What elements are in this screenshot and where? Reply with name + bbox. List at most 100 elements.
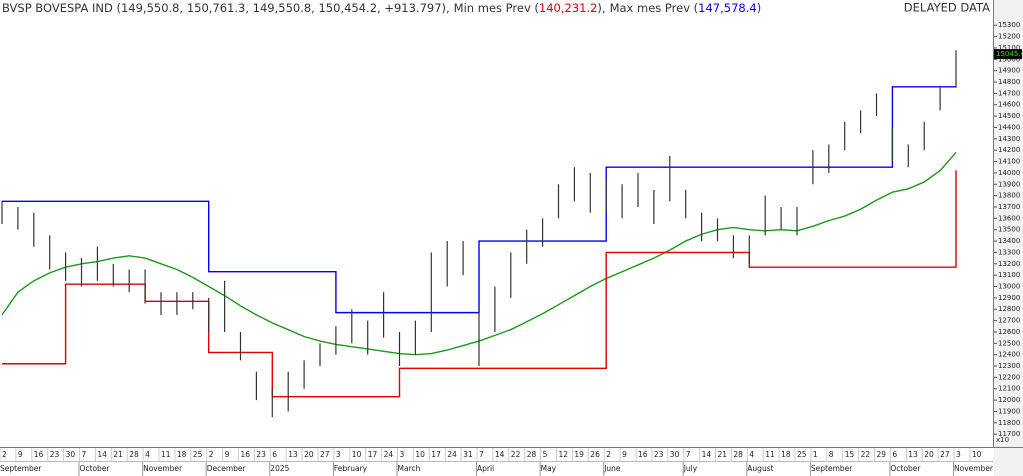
y-tick-label: 12700	[998, 317, 1020, 325]
scale-note: x10	[996, 436, 1009, 444]
x-tick-label: 14	[495, 450, 505, 459]
header: BVSP BOVESPA IND (149,550.8, 150,761.3, …	[2, 1, 761, 15]
x-tick-label: 3	[956, 450, 961, 459]
x-tick-label: 6	[892, 450, 897, 459]
x-tick-label: 3	[336, 450, 341, 459]
x-tick-label: 18	[177, 450, 187, 459]
x-tick-label: 9	[622, 450, 627, 459]
y-tick-label: 15100	[998, 44, 1020, 52]
x-tick-label: 13	[288, 450, 298, 459]
y-tick-label: 14900	[998, 67, 1020, 75]
x-tick-label: 28	[129, 450, 139, 459]
x-tick-label: 10	[352, 450, 362, 459]
y-tick-label: 14400	[998, 123, 1020, 131]
x-tick-label: 15	[845, 450, 855, 459]
x-tick-label: 6	[272, 450, 277, 459]
step-line	[2, 86, 956, 314]
y-tick-label: 14300	[998, 135, 1020, 143]
x-tick-label: 9	[18, 450, 23, 459]
y-tick-label: 12500	[998, 339, 1020, 347]
x-tick-label: 27	[320, 450, 330, 459]
y-tick-label: 12200	[998, 373, 1020, 381]
x-tick-label: 30	[66, 450, 76, 459]
x-tick-label: 13	[908, 450, 918, 459]
x-tick-label: 4	[749, 450, 754, 459]
month-label: February	[334, 464, 368, 473]
x-tick-label: 30	[670, 450, 680, 459]
x-tick-label: 2	[209, 450, 214, 459]
y-tick-label: 11900	[998, 407, 1020, 415]
delayed-label: DELAYED DATA	[904, 1, 990, 15]
x-tick-label: 22	[861, 450, 871, 459]
last-price-box	[994, 49, 1022, 60]
x-tick-label: 19	[574, 450, 584, 459]
y-tick-label: 13700	[998, 203, 1020, 211]
min-value: 140,231.2	[539, 1, 598, 15]
x-tick-label: 28	[733, 450, 743, 459]
end: )	[757, 1, 762, 15]
y-tick-label: 14200	[998, 146, 1020, 154]
x-tick-label: 5	[543, 450, 548, 459]
y-tick-label: 11800	[998, 419, 1020, 427]
header-title: BVSP BOVESPA IND (149,550.8, 150,761.3, …	[2, 1, 450, 15]
x-tick-label: 21	[113, 450, 123, 459]
x-tick-label: 22	[511, 450, 521, 459]
month-label: November	[954, 464, 994, 473]
y-tick-label: 12300	[998, 362, 1020, 370]
x-tick-label: 10	[972, 450, 982, 459]
y-tick-label: 13900	[998, 180, 1020, 188]
y-tick-label: 14700	[998, 89, 1020, 97]
x-tick-label: 27	[940, 450, 950, 459]
month-label: August	[747, 464, 773, 473]
step-line	[2, 170, 957, 398]
x-tick-label: 23	[654, 450, 664, 459]
y-tick-label: 12400	[998, 351, 1020, 359]
y-tick-label: 12000	[998, 396, 1020, 404]
x-tick-label: 9	[225, 450, 230, 459]
y-tick-label: 13800	[998, 192, 1020, 200]
max-text: Max mes Prev (	[610, 1, 699, 15]
x-tick-label: 7	[686, 450, 691, 459]
y-tick-label: 14600	[998, 101, 1020, 109]
month-label: November	[143, 464, 183, 473]
y-tick-label: 14100	[998, 158, 1020, 166]
x-tick-label: 17	[368, 450, 378, 459]
y-tick-label: 15300	[998, 21, 1020, 29]
x-tick-label: 28	[527, 450, 537, 459]
x-tick-label: 7	[479, 450, 484, 459]
x-tick-label: 23	[50, 450, 60, 459]
month-label: July	[683, 464, 698, 473]
x-tick-label: 3	[400, 450, 405, 459]
x-tick-label: 14	[97, 450, 107, 459]
month-label: March	[398, 464, 421, 473]
x-tick-label: 10	[415, 450, 425, 459]
x-tick-label: 24	[384, 450, 394, 459]
min-text: Min mes Prev (	[454, 1, 539, 15]
x-tick-label: 7	[82, 450, 87, 459]
y-tick-label: 13300	[998, 248, 1020, 256]
x-tick-label: 20	[304, 450, 314, 459]
x-tick-label: 31	[463, 450, 473, 459]
x-tick-label: 25	[193, 450, 203, 459]
x-tick-label: 25	[797, 450, 807, 459]
x-tick-label: 18	[781, 450, 791, 459]
x-tick-label: 20	[924, 450, 934, 459]
x-tick-label: 1	[813, 450, 818, 459]
y-tick-label: 13400	[998, 237, 1020, 245]
y-tick-label: 12100	[998, 385, 1020, 393]
y-tick-label: 15200	[998, 33, 1020, 41]
y-tick-label: 14500	[998, 112, 1020, 120]
x-tick-label: 21	[718, 450, 728, 459]
y-tick-label: 12600	[998, 328, 1020, 336]
x-tick-label: 16	[638, 450, 648, 459]
month-label: September	[811, 464, 853, 473]
month-label: 2025	[270, 464, 289, 473]
y-tick-label: 12800	[998, 305, 1020, 313]
month-label: October	[80, 464, 111, 473]
x-tick-label: 24	[447, 450, 457, 459]
x-tick-label: 8	[829, 450, 834, 459]
y-tick-label: 13600	[998, 214, 1020, 222]
x-tick-label: 2	[2, 450, 7, 459]
x-tick-label: 26	[590, 450, 600, 459]
